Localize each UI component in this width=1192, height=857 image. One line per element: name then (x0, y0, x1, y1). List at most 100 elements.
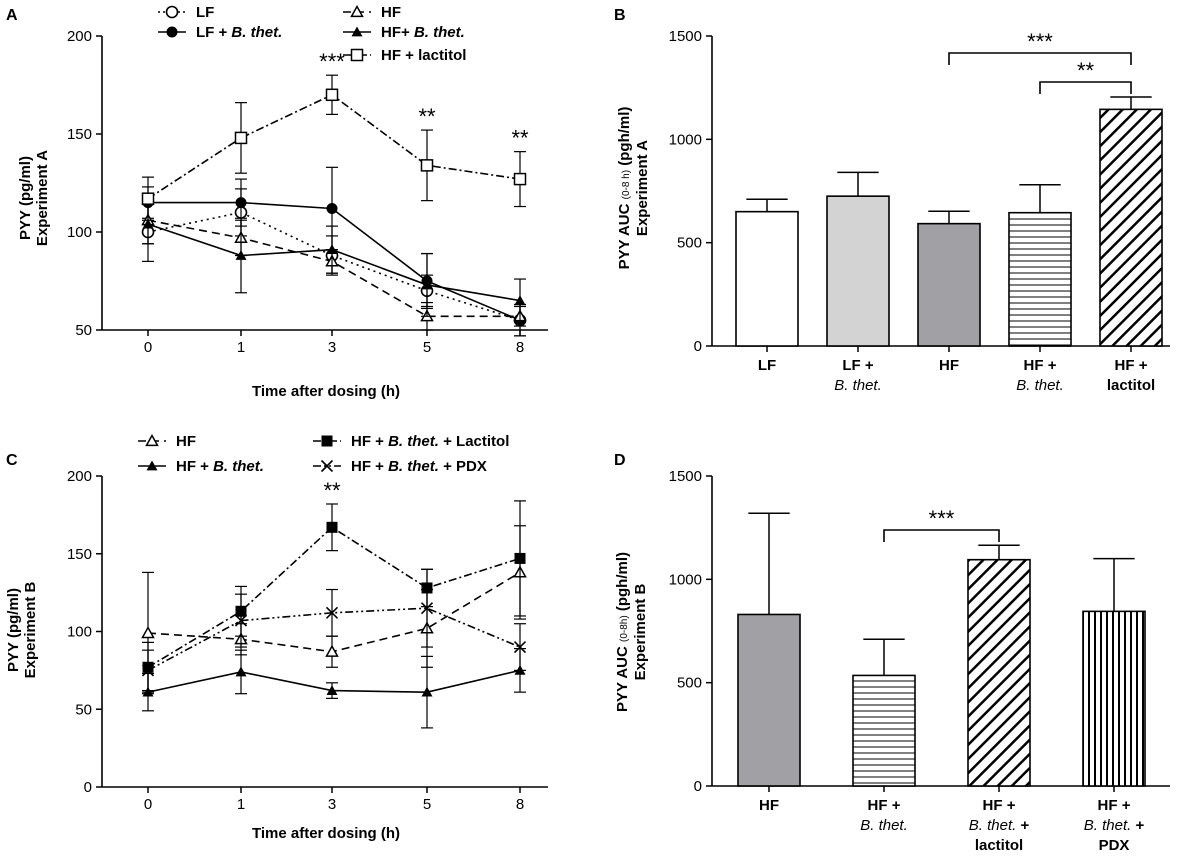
x-tick-label: 0 (144, 339, 152, 356)
bar (1082, 610, 1146, 787)
y-tick-label: 500 (677, 675, 702, 692)
legend-item: HF + B. thet. (138, 458, 264, 475)
legend-label-italic: B. thet. (388, 433, 439, 450)
series-layer: ******* (141, 49, 529, 337)
legend-label: HF + B. thet. + PDX (351, 458, 487, 475)
category-label-line3: PDX (1099, 837, 1130, 854)
x-tick-label: 5 (423, 339, 431, 356)
y-axis-label-line1: PYY (pg/ml) (17, 156, 34, 240)
y-axis-label: PYY AUC (0-8 h) (pgh/ml) Experiment A (616, 107, 651, 270)
category-label-line1: HF (759, 797, 779, 814)
category-label-line1: HF + (983, 797, 1016, 814)
category-label-italic: B. thet. (860, 817, 908, 834)
category-label-italic: B. thet. (834, 377, 882, 394)
marker-filled-triangle (235, 666, 247, 677)
legend-label-part: HF + lactitol (381, 47, 466, 64)
legend-label-part: HF + (176, 458, 213, 475)
significance-marker: ** (418, 104, 436, 129)
x-tick-label: 8 (516, 796, 524, 813)
category-label-line3: lactitol (975, 837, 1023, 854)
panel-c-line-chart: C PYY (pg/ml) Experiment B 0501001502000… (5, 433, 548, 842)
y-tick-label: 100 (67, 624, 92, 641)
marker-cross-stroke (234, 614, 248, 627)
y-axis-label-line2: Experiment A (634, 140, 651, 236)
legend-item: HF+ B. thet. (343, 24, 465, 41)
marker-filled-triangle (514, 295, 526, 305)
marker-filled-square (326, 521, 338, 533)
panel-letter: A (6, 7, 18, 24)
x-tick-label: 5 (423, 796, 431, 813)
y-tick-label: 1500 (669, 468, 702, 485)
panel-letter: B (614, 7, 626, 24)
category-label-line1: LF (758, 357, 776, 374)
legend-label-part: LF (196, 4, 214, 21)
category-label-line2: B. thet. (1016, 377, 1064, 394)
marker-open-square (513, 172, 527, 186)
category-label-line2: B. thet. (860, 817, 908, 834)
x-axis-label: Time after dosing (h) (252, 825, 400, 842)
y-tick-label: 150 (67, 126, 92, 143)
y-axis-label-line1: PYY AUC (0-8 h) (pgh/ml) (616, 107, 633, 270)
legend-label: HF + lactitol (381, 47, 466, 64)
y-label-subscript: (0-8 h) (621, 170, 632, 199)
marker-filled-triangle (326, 685, 338, 695)
category-label-italic: B. thet. (1084, 817, 1132, 834)
category-label-line1: HF + (868, 797, 901, 814)
significance-marker: ** (511, 126, 529, 151)
panel-letter: C (6, 452, 18, 469)
y-label-unit: (pgh/ml) (616, 107, 633, 166)
y-label-main: PYY AUC (616, 203, 633, 269)
y-tick-label: 500 (677, 235, 702, 252)
panel-b-bar-chart: B PYY AUC (0-8 h) (pgh/ml) Experiment A … (614, 7, 1170, 394)
axes: 50 100 150 200 0 1 3 5 8 (67, 28, 548, 356)
category-label-line1: HF + (1024, 357, 1057, 374)
y-tick-label: 1000 (669, 131, 702, 148)
legend-item: LF + B. thet. (158, 24, 282, 41)
marker-open-triangle (141, 626, 155, 639)
y-label-subscript: (0-8h) (619, 615, 630, 642)
marker-filled-square (321, 435, 333, 447)
legend-label: HF + B. thet. (176, 458, 264, 475)
marker-filled-triangle (421, 279, 433, 290)
bars-layer: *** (737, 506, 1146, 787)
panel-a-line-chart: A PYY (pg/ml) Experiment A 50 100 150 200 0 1… (6, 4, 548, 400)
y-axis-label-line2: Experiment A (34, 150, 51, 246)
legend-item: HF (138, 433, 196, 450)
legend-item: HF + B. thet. + PDX (313, 458, 487, 475)
marker-filled-triangle (421, 686, 433, 697)
bar (917, 222, 981, 347)
legend-item: HF + lactitol (343, 47, 466, 64)
legend-label-part: + Lactitol (439, 433, 509, 450)
marker-open-square (325, 88, 339, 102)
series-hf-b-thet-lactitol (142, 500, 526, 693)
x-tick-label: 1 (237, 339, 245, 356)
series-hf-lactitol (141, 74, 527, 221)
marker-open-square (141, 192, 155, 205)
marker-open-square (234, 131, 248, 145)
bar (1099, 108, 1163, 347)
marker-cross-stroke (513, 640, 527, 654)
bar (826, 195, 890, 347)
series-line (147, 607, 521, 672)
marker-filled-circle (326, 202, 338, 214)
x-tick-label: 3 (328, 339, 336, 356)
x-axis-label: Time after dosing (h) (252, 383, 400, 400)
bar (735, 210, 799, 347)
series-hf (141, 196, 527, 331)
legend-label-italic: B. thet. (414, 24, 465, 41)
category-label-italic: B. thet. (969, 817, 1017, 834)
panel-letter: D (614, 452, 626, 469)
category-label-line1: HF + (1098, 797, 1131, 814)
panel-d-bar-chart: D PYY AUC (0-8h) (pgh/ml) Experiment B 0… (614, 452, 1170, 854)
marker-filled-triangle (326, 244, 338, 255)
marker-open-triangle (325, 644, 339, 657)
y-tick-label: 0 (84, 779, 92, 796)
category-label-line1: HF (939, 357, 959, 374)
bar (737, 613, 801, 787)
category-label-part: + (1131, 817, 1144, 834)
marker-filled-triangle (235, 250, 247, 260)
category-label-line2: B. thet. + (969, 817, 1030, 834)
significance-marker: ** (323, 478, 341, 503)
series-layer: ** (141, 478, 527, 729)
y-tick-label: 100 (67, 224, 92, 241)
